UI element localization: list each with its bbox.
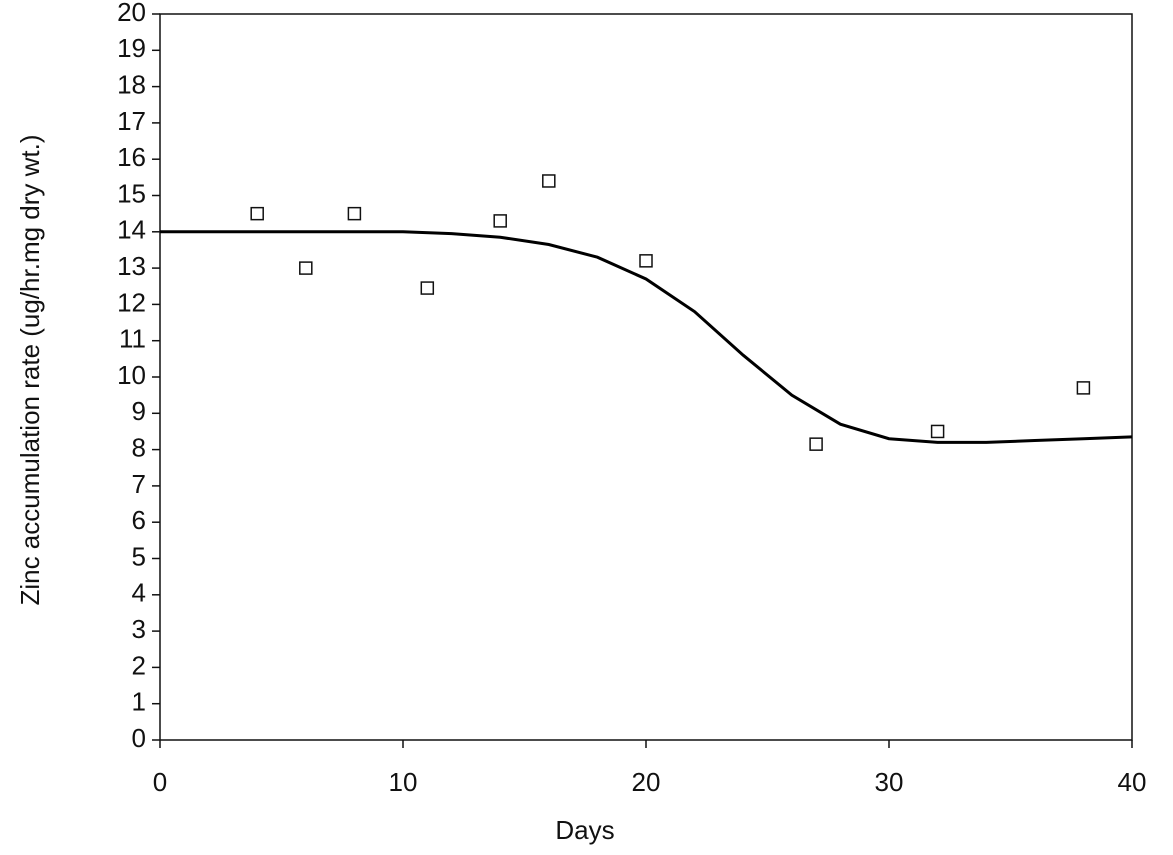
- data-point: [420, 281, 435, 295]
- y-tick-label: 18: [117, 69, 146, 99]
- x-tick-label: 30: [875, 767, 904, 797]
- y-tick-label: 2: [132, 650, 146, 680]
- y-tick-label: 0: [132, 723, 146, 753]
- data-point: [639, 254, 653, 268]
- x-tick-label: 40: [1118, 767, 1147, 797]
- y-tick-label: 14: [117, 215, 146, 245]
- y-tick-label: 6: [132, 505, 146, 535]
- x-axis-label: Days: [555, 815, 614, 845]
- data-point: [493, 214, 507, 228]
- plot-frame: [159, 13, 1133, 741]
- y-tick-label: 15: [117, 178, 146, 208]
- y-tick-label: 5: [132, 541, 146, 571]
- x-tick-label: 10: [389, 767, 418, 797]
- data-point: [930, 424, 945, 439]
- y-tick-label: 20: [117, 0, 146, 27]
- y-axis-label: Zinc accumulation rate (ug/hr.mg dry wt.…: [15, 134, 45, 605]
- y-tick-label: 8: [132, 432, 146, 462]
- y-tick-label: 19: [117, 33, 146, 63]
- y-tick-label: 17: [117, 106, 146, 136]
- y-tick-label: 3: [132, 614, 146, 644]
- y-tick-label: 13: [117, 251, 146, 281]
- y-tick-label: 9: [132, 396, 146, 426]
- y-tick-label: 16: [117, 142, 146, 172]
- y-tick-label: 7: [132, 469, 146, 499]
- x-tick-label: 20: [632, 767, 661, 797]
- fit-line: [160, 230, 1133, 444]
- data-point: [299, 261, 313, 275]
- y-tick-label: 1: [132, 687, 146, 717]
- y-tick-label: 11: [119, 324, 146, 354]
- data-point: [250, 206, 264, 221]
- data-point: [542, 174, 556, 188]
- data-point: [1076, 381, 1091, 395]
- y-tick-label: 4: [132, 578, 146, 608]
- data-point: [347, 206, 362, 221]
- x-tick-label: 0: [153, 767, 167, 797]
- y-tick-label: 12: [117, 287, 146, 317]
- y-tick-label: 10: [117, 360, 146, 390]
- data-point: [809, 437, 823, 451]
